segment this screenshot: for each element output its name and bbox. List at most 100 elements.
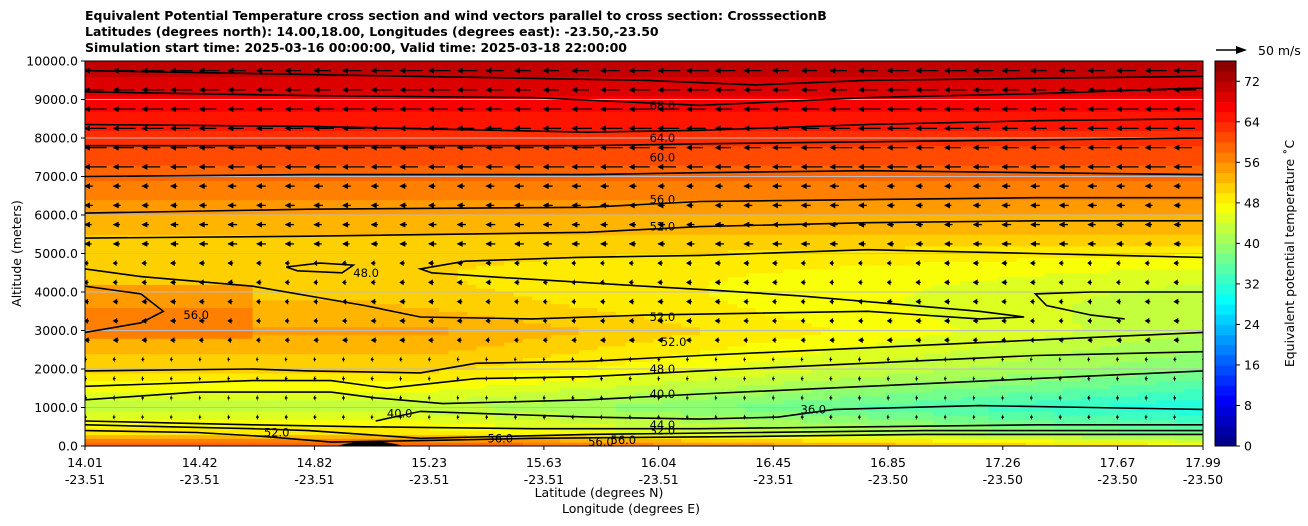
x-axis-label: Latitude (degrees N) — [535, 485, 664, 500]
wind-arrow-head — [1030, 279, 1035, 286]
wind-arrow-head — [972, 394, 975, 401]
y-axis: 0.0 1000.0 2000.0 3000.0 4000.0 5000.0 6000.0 7… — [26, 54, 85, 454]
colorbar-segment — [1215, 364, 1236, 376]
wind-arrow-head — [1030, 337, 1034, 344]
contour-label: 36.0 — [801, 402, 827, 416]
wind-arrow-head — [542, 298, 547, 305]
wind-arrow-head — [772, 202, 778, 209]
wind-arrow-head — [1058, 279, 1063, 286]
wind-arrow-head — [370, 67, 377, 74]
wind-arrow-head — [600, 279, 604, 286]
wind-arrow-head — [714, 414, 717, 421]
wind-arrow-head — [915, 298, 921, 305]
wind-arrow-head — [600, 183, 606, 190]
contour-line — [85, 118, 1203, 134]
wind-arrow-head — [85, 317, 89, 324]
wind-arrow-head — [456, 183, 463, 190]
wind-arrow-head — [1173, 337, 1179, 344]
wind-arrow-head — [313, 221, 320, 228]
wind-arrow-head — [571, 125, 578, 132]
wind-arrow-head — [313, 337, 318, 344]
wind-arrow-head — [829, 106, 836, 113]
colorbar-tick-label: 0 — [1244, 439, 1252, 454]
wind-arrow-head — [198, 356, 201, 363]
wind-arrow-head — [657, 144, 664, 151]
wind-arrow-head — [972, 125, 979, 132]
colorbar-segment — [1215, 344, 1236, 356]
wind-arrow-head — [85, 144, 90, 151]
wind-arrow-head — [858, 240, 864, 247]
wind-arrow-head — [85, 202, 90, 209]
x-tick-label-lon: -23.50 — [1097, 472, 1137, 487]
wind-arrow-head — [571, 163, 578, 170]
wind-arrow-head — [256, 356, 258, 363]
wind-arrow-head — [714, 125, 721, 132]
wind-arrow-head — [428, 125, 434, 132]
wind-arrow-head — [1001, 375, 1003, 382]
wind-arrow-head — [886, 375, 889, 382]
wind-arrow-head — [829, 317, 833, 324]
wind-arrow-head — [284, 202, 291, 209]
wind-arrow-head — [600, 221, 606, 228]
wind-arrow-head — [170, 183, 176, 190]
wind-arrow-head — [170, 279, 175, 286]
wind-arrow-head — [170, 260, 175, 267]
wind-arrow-head — [628, 260, 633, 267]
wind-arrow-head — [915, 414, 917, 421]
wind-arrow-head — [628, 202, 635, 209]
colorbar-segment — [1215, 152, 1236, 163]
wind-arrow-head — [743, 414, 746, 421]
wind-arrow-head — [829, 356, 832, 363]
contour-lines — [85, 69, 1203, 446]
wind-arrow-head — [256, 86, 262, 93]
colorbar-tick-label: 16 — [1244, 357, 1260, 372]
wind-arrow-head — [399, 221, 406, 228]
x-tick-label-lat: 17.26 — [985, 455, 1021, 470]
wind-arrow-head — [342, 414, 344, 421]
wind-arrow-head — [944, 144, 950, 151]
contour-label: 60.0 — [650, 150, 676, 164]
wind-arrow-head — [800, 163, 807, 170]
colorbar-segment — [1215, 405, 1236, 417]
wind-arrow-head — [772, 240, 778, 247]
wind-arrow-head — [915, 337, 921, 344]
y-tick-label: 4000.0 — [34, 285, 78, 300]
wind-arrow-head — [313, 375, 316, 382]
contour-line — [85, 285, 165, 334]
wind-arrow-head — [456, 260, 462, 267]
y-tick-label: 3000.0 — [34, 323, 78, 338]
wind-arrow-head — [456, 221, 463, 228]
wind-arrow-head — [800, 394, 803, 401]
wind-arrow-head — [198, 394, 201, 401]
wind-arrow-head — [915, 125, 922, 132]
wind-arrow-head — [1001, 337, 1005, 344]
contour-label: 56.0 — [488, 431, 514, 445]
y-tick-label: 7000.0 — [34, 169, 78, 184]
wind-arrow-head — [1030, 260, 1035, 267]
wind-arrow-head — [141, 317, 147, 324]
colorbar-segment — [1215, 243, 1236, 254]
wind-arrow-head — [141, 240, 148, 247]
wind-arrow-head — [198, 183, 205, 190]
wind-arrow-head — [256, 125, 262, 132]
wind-arrow-head — [514, 86, 520, 93]
wind-arrow-head — [829, 67, 836, 74]
wind-arrow-head — [313, 317, 317, 324]
wind-arrow-head — [1116, 375, 1118, 382]
wind-arrow-head — [1173, 202, 1180, 209]
wind-arrow-head — [858, 125, 864, 132]
wind-arrow-head — [1030, 183, 1036, 190]
colorbar-segment — [1215, 294, 1236, 305]
wind-arrow-head — [1087, 163, 1094, 170]
wind-arrow-head — [1173, 414, 1175, 421]
wind-arrow-head — [542, 394, 545, 401]
wind-arrow-head — [399, 67, 406, 74]
wind-arrow-head — [1173, 106, 1180, 113]
wind-arrow-head — [342, 298, 347, 305]
wind-arrow-head — [743, 317, 748, 324]
wind-arrow-head — [112, 183, 119, 190]
wind-arrow-head — [657, 337, 663, 344]
wind-arrow-head — [256, 260, 261, 267]
wind-arrow-head — [198, 337, 203, 344]
wind-arrow-head — [370, 221, 377, 228]
